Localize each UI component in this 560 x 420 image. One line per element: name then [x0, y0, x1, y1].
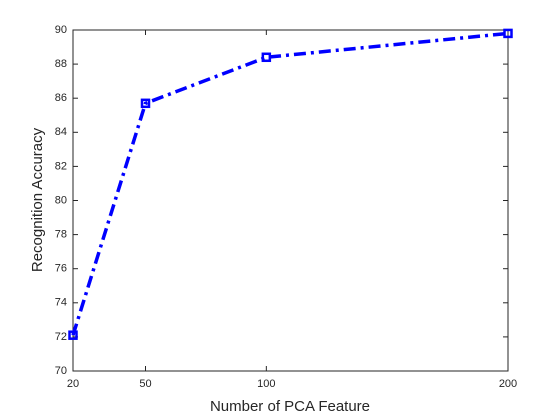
y-tick-label: 90 — [55, 24, 67, 36]
y-tick-label: 74 — [55, 297, 67, 309]
y-tick-label: 84 — [55, 126, 67, 138]
marker — [68, 330, 78, 340]
marker — [503, 28, 513, 39]
y-tick-label: 72 — [55, 331, 67, 343]
x-axis-label: Number of PCA Feature — [210, 398, 370, 415]
y-tick-label: 86 — [55, 92, 67, 104]
x-tick-label: 20 — [67, 378, 79, 390]
y-tick-label: 82 — [55, 160, 67, 172]
marker — [261, 52, 272, 63]
y-tick-label: 78 — [55, 229, 67, 241]
x-tick-label: 100 — [257, 378, 275, 390]
y-tick-label: 70 — [55, 365, 67, 377]
y-tick-label: 80 — [55, 194, 67, 206]
y-tick-label: 76 — [55, 263, 67, 275]
marker — [140, 98, 151, 109]
plot-frame — [72, 29, 509, 372]
x-tick-label: 50 — [139, 378, 151, 390]
data-line — [71, 31, 509, 336]
y-axis-label: Recognition Accuracy — [29, 127, 46, 272]
x-tick-label: 200 — [499, 378, 517, 390]
y-tick-label: 88 — [55, 58, 67, 70]
